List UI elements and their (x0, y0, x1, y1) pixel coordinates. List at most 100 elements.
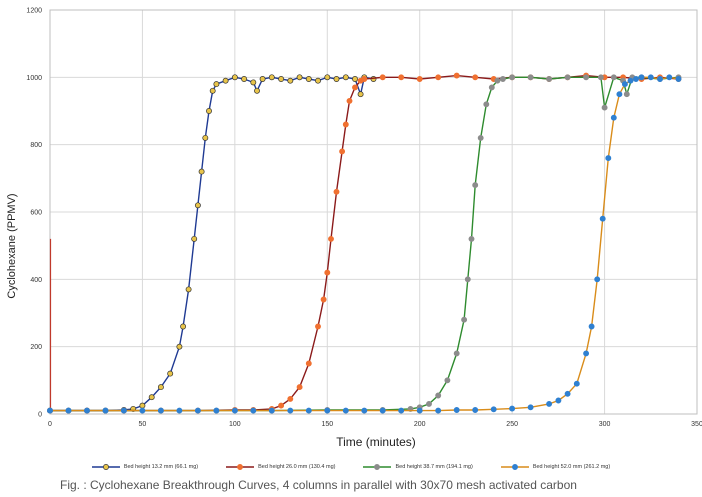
series-2-point (398, 74, 405, 81)
series-4-point (675, 76, 682, 82)
plot-frame (49, 9, 698, 415)
series-2-point (339, 148, 346, 155)
figure-caption: Fig. : Cyclohexane Breakthrough Curves, … (60, 478, 577, 492)
series-3-point (435, 392, 442, 399)
legend-item-3: Bed height 38.7 mm (194.1 mg) (363, 460, 473, 474)
series-2-point (342, 121, 349, 128)
series-2-point (278, 402, 285, 409)
legend-item-4: Bed height 52.0 mm (261.2 mg) (500, 460, 611, 474)
series-4-point (527, 404, 534, 411)
series-4-point (610, 114, 617, 121)
legend-label-4: Bed height 52.0 mm (261.2 mg) (532, 464, 611, 470)
series-4-point (398, 407, 405, 414)
series-1-point (278, 76, 285, 82)
x-tick-label-1: 50 (139, 421, 147, 428)
series-4-point (194, 407, 201, 414)
x-tick-label-7: 350 (691, 421, 702, 428)
x-tick-label-3: 150 (321, 421, 333, 428)
series-4-point (472, 407, 479, 413)
y-tick-label-5: 1000 (26, 75, 42, 82)
series-1-point (148, 394, 155, 401)
legend-label-3: Bed height 38.7 mm (194.1 mg) (395, 464, 473, 470)
series-1-point (139, 402, 146, 409)
series-2-point (453, 72, 460, 79)
series-4-point (453, 407, 460, 413)
series-1-point (352, 76, 358, 82)
series-4-point (120, 407, 127, 414)
legend-swatch-4 (500, 464, 529, 470)
series-2-point (324, 269, 331, 276)
series-2-point (416, 76, 423, 82)
y-axis-title: Cyclohexane (PPMV) (6, 193, 18, 298)
series-1-point (231, 74, 238, 81)
series-1-point (157, 384, 164, 391)
series-3-point (426, 400, 432, 407)
y-tick-label-4: 800 (30, 142, 42, 149)
series-4-line (50, 76, 679, 412)
series-2-point (315, 323, 321, 330)
series-3-point (527, 74, 534, 81)
series-1-point (296, 74, 303, 81)
series-4-point (594, 276, 601, 283)
series-2-point (287, 395, 294, 402)
series-3-point (472, 182, 479, 189)
series-4-point (157, 407, 164, 414)
x-axis-title: Time (minutes) (336, 435, 416, 449)
series-4-point (605, 155, 612, 162)
series-3-point (453, 350, 460, 357)
series-1-point (268, 74, 275, 81)
series-4-point (555, 397, 562, 404)
series-4-point (84, 407, 90, 414)
series-4-point (573, 380, 580, 387)
series-4-point (509, 405, 516, 412)
series-2-point (472, 74, 479, 81)
series-3-point (583, 74, 590, 81)
series-3-point (623, 91, 630, 98)
series-1-point (206, 108, 212, 114)
series-1-point (357, 91, 364, 98)
series-4-point (287, 407, 294, 414)
series-1-point (241, 76, 248, 82)
series-4-point (666, 74, 673, 81)
series-1-point (305, 76, 312, 82)
series-4-point (621, 81, 628, 88)
series-4-point (588, 323, 595, 330)
series-4-point (268, 407, 275, 414)
x-tick-label-0: 0 (48, 421, 52, 428)
series-3-point (477, 134, 484, 141)
series-2-point (361, 76, 368, 82)
legend-swatch-2 (226, 464, 255, 470)
series-1-point (185, 286, 192, 293)
y-tick-label-0: 0 (38, 412, 42, 419)
series-2-point (296, 384, 303, 391)
series-4-point (490, 406, 497, 413)
series-1-point (167, 370, 174, 377)
series-2-point (328, 235, 334, 242)
series-2-point (320, 296, 327, 303)
series-3-point (601, 104, 608, 111)
series-2-point (333, 188, 340, 195)
series-1-line (50, 76, 374, 412)
x-tick-label-4: 200 (414, 421, 426, 428)
series-4-point (616, 91, 623, 98)
series-4-point (250, 407, 257, 414)
series-4-point (647, 74, 654, 81)
x-tick-label-5: 250 (506, 421, 518, 428)
series-4-point (546, 400, 553, 407)
series-1-point (194, 202, 201, 209)
series-1-point (213, 81, 220, 88)
series-4-point (176, 407, 183, 414)
series-3-point (499, 76, 506, 82)
series-1-point (202, 134, 209, 141)
legend-item-2: Bed height 26.0 mm (130.4 mg) (226, 460, 335, 474)
series-3-point (483, 101, 490, 108)
y-tick-label-2: 400 (30, 277, 42, 284)
series-4-point (416, 407, 423, 414)
series-3-point (509, 74, 516, 81)
series-2-point (305, 360, 312, 367)
series-4-point (65, 407, 72, 414)
series-1-point (250, 79, 257, 86)
series-2-point (379, 74, 386, 81)
series-4-point (213, 407, 220, 414)
